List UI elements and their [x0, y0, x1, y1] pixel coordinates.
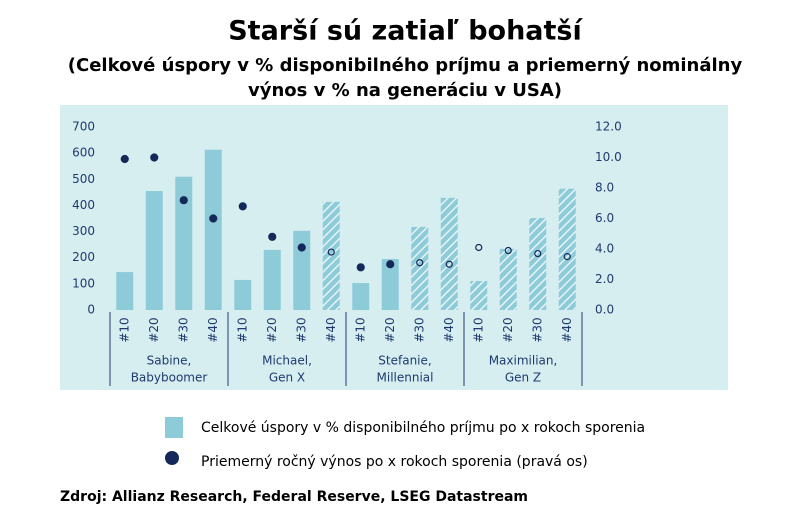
x-tick-label: #10 — [353, 317, 367, 342]
y-tick-label: 600 — [72, 146, 95, 160]
chart-title: Starší sú zatiaľ bohatší — [228, 16, 583, 47]
dot — [297, 243, 306, 252]
bar — [440, 197, 458, 310]
bar — [116, 272, 134, 310]
y-tick-label: 200 — [72, 250, 95, 264]
group-label: Gen Z — [505, 371, 541, 385]
legend-swatch — [165, 417, 183, 438]
dot — [327, 248, 335, 256]
dot — [120, 154, 129, 164]
x-tick-label: #10 — [471, 317, 485, 342]
x-tick-label: #30 — [294, 317, 308, 342]
group-label: Stefanie, — [378, 354, 431, 368]
x-tick-label: #30 — [412, 317, 426, 342]
bar — [352, 283, 370, 310]
x-tick-label: #40 — [206, 317, 220, 342]
bar — [145, 191, 163, 310]
x-tick-label: #20 — [265, 317, 279, 342]
y2-tick-label: 2.0 — [595, 272, 614, 286]
y-tick-label: 100 — [72, 276, 95, 290]
x-tick-label: #40 — [560, 317, 574, 342]
x-tick-label: #20 — [147, 317, 161, 342]
dot — [179, 196, 188, 205]
group-label: Sabine, — [147, 354, 192, 368]
legend-dot — [165, 451, 179, 465]
y2-tick-label: 12.0 — [595, 120, 622, 134]
y2-tick-label: 10.0 — [595, 150, 622, 164]
group-label: Babyboomer — [131, 371, 208, 385]
x-tick-label: #20 — [383, 317, 397, 342]
dot — [534, 249, 542, 258]
dot — [268, 232, 277, 241]
y2-tick-label: 0.0 — [595, 303, 614, 317]
bar — [263, 249, 281, 310]
dot — [238, 202, 247, 211]
chart-subtitle: (Celkové úspory v % disponibilného príjm… — [68, 55, 743, 76]
bar — [293, 230, 311, 310]
x-tick-label: #10 — [235, 317, 249, 342]
bar — [381, 259, 399, 310]
source: Zdroj: Allianz Research, Federal Reserve… — [60, 489, 528, 505]
x-tick-label: #30 — [176, 317, 190, 342]
legend-label: Celkové úspory v % disponibilného príjmu… — [201, 420, 645, 436]
bar — [175, 176, 193, 310]
y2-tick-label: 6.0 — [595, 211, 614, 225]
y-tick-label: 500 — [72, 172, 95, 186]
chart-subtitle: výnos v % na generáciu v USA) — [248, 80, 562, 101]
group-label: Michael, — [262, 354, 312, 368]
dot — [475, 243, 483, 252]
y-tick-label: 700 — [72, 120, 95, 134]
bar — [558, 188, 576, 310]
y-tick-label: 400 — [72, 198, 95, 212]
legend-label: Priemerný ročný výnos po x rokoch sporen… — [201, 454, 588, 470]
bar — [411, 226, 429, 310]
bar — [204, 149, 222, 310]
dot — [386, 260, 395, 269]
dot — [445, 260, 453, 268]
x-tick-label: #20 — [501, 317, 515, 342]
dot — [416, 259, 424, 267]
plot-background — [60, 105, 728, 390]
bar — [470, 280, 488, 310]
dot — [356, 263, 365, 272]
x-tick-label: #40 — [442, 317, 456, 342]
y2-tick-label: 8.0 — [595, 181, 614, 195]
dot — [563, 253, 571, 261]
group-label: Gen X — [269, 371, 305, 385]
y-tick-label: 0 — [87, 303, 95, 317]
dot — [150, 153, 159, 162]
group-label: Millennial — [377, 371, 434, 385]
x-tick-label: #40 — [324, 317, 338, 342]
dot — [209, 214, 218, 223]
group-label: Maximilian, — [489, 354, 558, 368]
x-tick-label: #30 — [530, 317, 544, 342]
y-tick-label: 300 — [72, 224, 95, 238]
bar — [234, 279, 252, 310]
bar — [529, 217, 547, 310]
bar — [322, 201, 340, 310]
y2-tick-label: 4.0 — [595, 242, 614, 256]
dot — [504, 246, 512, 255]
bar — [499, 248, 517, 310]
x-tick-label: #10 — [117, 317, 131, 342]
